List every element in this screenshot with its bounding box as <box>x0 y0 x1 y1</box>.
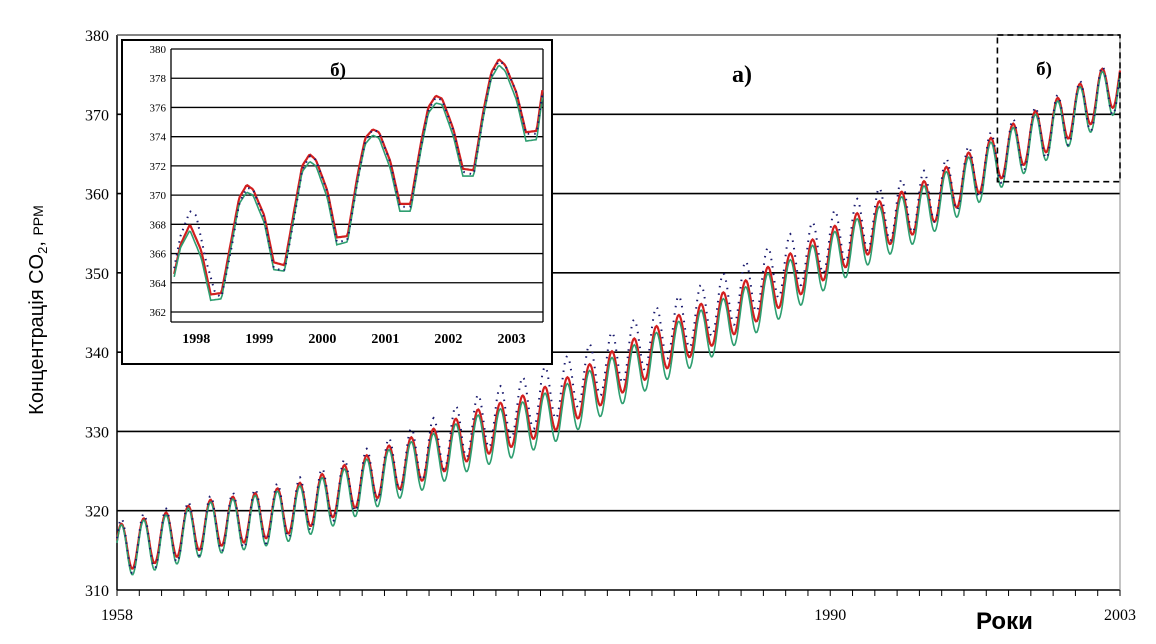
inset-y-tick-label: 374 <box>150 132 167 144</box>
y-tick-label: 320 <box>85 504 109 521</box>
panel-label-b: б) <box>330 60 346 81</box>
panel-label-a: а) <box>732 62 752 88</box>
y-title-unit: PPM <box>30 205 46 236</box>
y-axis-title: Концентрація CO2, PPM <box>8 160 68 460</box>
inset-frame <box>121 39 553 365</box>
inset-x-tick-label: 1999 <box>245 332 273 347</box>
x-tick-label: 2003 <box>1104 607 1136 624</box>
y-title-sub: 2 <box>35 246 50 254</box>
inset-x-tick-label: 2000 <box>308 332 336 347</box>
x-axis-title: Роки <box>976 608 1033 635</box>
inset-x-tick-label: 1998 <box>182 332 210 347</box>
inset-y-tick-label: 380 <box>150 44 167 56</box>
inset-y-tick-label: 376 <box>150 102 167 114</box>
inset-y-tick-label: 370 <box>150 190 167 202</box>
inset-y-tick-label: 362 <box>150 307 167 319</box>
zoom-box <box>996 34 1121 183</box>
inset-y-tick-label: 378 <box>150 73 167 85</box>
y-tick-label: 350 <box>85 266 109 283</box>
y-tick-label: 330 <box>85 424 109 441</box>
y-tick-label: 380 <box>85 28 109 45</box>
x-tick-label: 1958 <box>101 607 133 624</box>
inset-y-tick-label: 368 <box>150 219 167 231</box>
inset-y-tick-label: 364 <box>150 278 167 290</box>
y-tick-label: 340 <box>85 345 109 362</box>
inset-y-tick-label: 366 <box>150 249 167 261</box>
x-tick-label: 1990 <box>814 607 846 624</box>
inset-x-tick-label: 2003 <box>497 332 525 347</box>
inset-y-tick-label: 372 <box>150 161 167 173</box>
inset-x-tick-label: 2002 <box>434 332 462 347</box>
inset-x-tick-label: 2001 <box>371 332 399 347</box>
y-tick-label: 360 <box>85 187 109 204</box>
y-title-suffix: , <box>26 235 48 247</box>
main-series-line <box>116 70 1121 576</box>
y-tick-label: 310 <box>85 583 109 600</box>
y-title-prefix: Концентрація CO <box>26 253 48 415</box>
y-tick-label: 370 <box>85 107 109 124</box>
zoom-box-label: б) <box>1036 59 1052 80</box>
